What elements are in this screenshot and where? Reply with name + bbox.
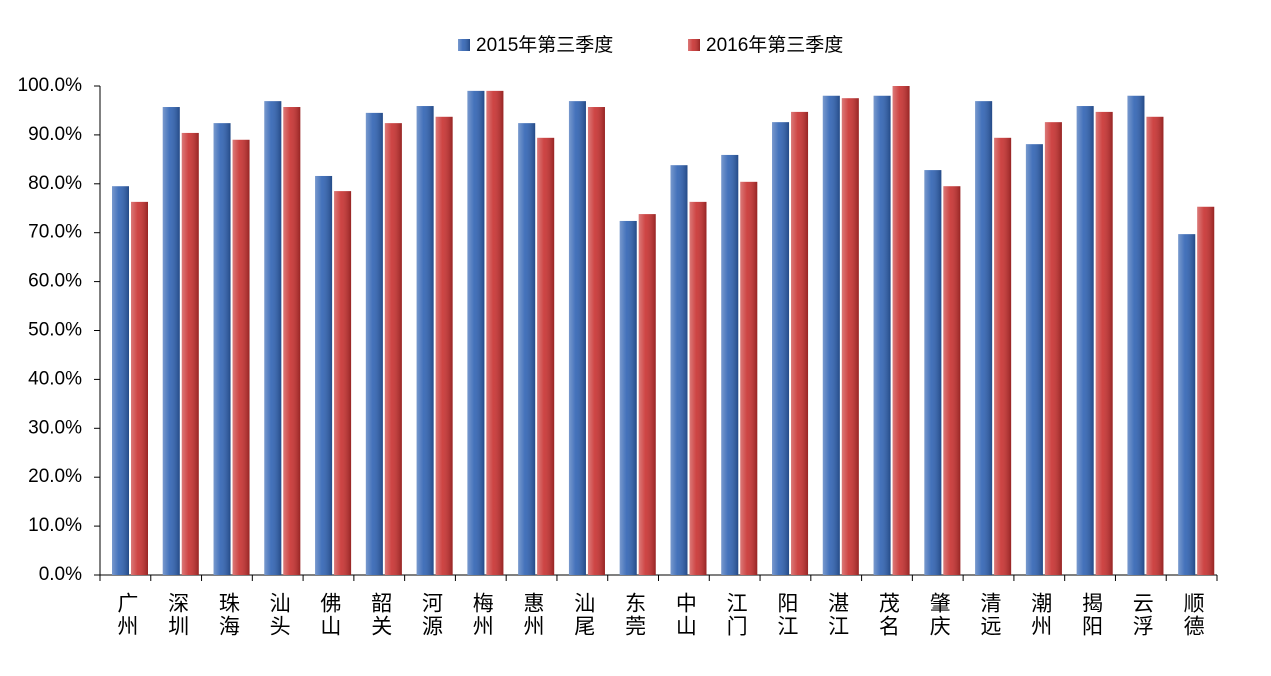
x-tick-label: 东莞 [623, 592, 647, 638]
bar-shine [994, 137, 1012, 576]
x-tick-label: 佛山 [318, 592, 342, 638]
bar-shine [181, 132, 199, 575]
x-tick-label: 珠海 [216, 592, 240, 638]
legend-label: 2015年第三季度 [476, 34, 613, 56]
bar-shine [638, 214, 656, 576]
bar-shine [112, 186, 129, 575]
y-tick-label: 20.0% [28, 466, 82, 487]
legend-shine [458, 39, 470, 51]
bar-shine [162, 107, 180, 575]
x-tick-label: 茂名 [876, 592, 900, 638]
bar-shine [892, 86, 910, 575]
bar-shine [486, 90, 504, 575]
bar-shine [1127, 95, 1145, 575]
bar-shine [841, 98, 859, 575]
bar-shine [384, 123, 402, 575]
y-tick-label: 70.0% [28, 222, 82, 243]
legend-label: 2016年第三季度 [706, 34, 843, 56]
x-tick-label: 惠州 [521, 592, 545, 638]
y-tick-label: 40.0% [28, 368, 82, 389]
bar-shine [537, 137, 555, 576]
bar-shine [416, 106, 434, 575]
y-tick-label: 10.0% [28, 515, 82, 536]
x-tick-label: 深圳 [166, 592, 190, 638]
bar-shine [791, 111, 809, 576]
bar-shine [467, 90, 485, 575]
bar-shine [1076, 106, 1094, 575]
bar-shine [435, 116, 453, 575]
x-tick-label: 顺德 [1181, 592, 1205, 638]
bar-shine [1025, 144, 1043, 576]
bar-shine [822, 95, 840, 575]
bar-shine [568, 101, 586, 575]
x-tick-label: 湛江 [826, 592, 850, 638]
y-tick-label: 100.0% [18, 75, 83, 96]
x-tick-label: 中山 [673, 592, 696, 638]
bar-shine [1197, 206, 1215, 575]
bar-shine [518, 123, 536, 575]
bar-shine [689, 201, 707, 575]
y-tick-label: 80.0% [28, 173, 82, 194]
x-tick-label: 清远 [978, 592, 1002, 638]
x-tick-label: 汕尾 [572, 592, 596, 638]
y-tick-label: 50.0% [28, 320, 82, 341]
bar-shine [740, 181, 758, 575]
x-tick-label: 潮州 [1029, 592, 1053, 638]
bar-shine [131, 201, 148, 575]
bar-shine [264, 101, 282, 575]
bar-shine [943, 186, 961, 575]
y-tick-label: 0.0% [39, 564, 82, 585]
bar-shine [873, 95, 891, 575]
bar-shine [975, 101, 993, 575]
x-tick-label: 韶关 [369, 592, 393, 638]
bar-shine [1095, 111, 1113, 576]
bar-shine [315, 175, 333, 575]
x-tick-label: 河源 [419, 592, 443, 638]
x-tick-label: 云浮 [1130, 592, 1154, 638]
bar-shine [670, 165, 688, 575]
x-tick-label: 肇庆 [927, 592, 951, 638]
bar-shine [1044, 122, 1062, 575]
x-tick-label: 汕头 [267, 592, 291, 638]
bar-shine [924, 170, 942, 575]
bar-shine [213, 123, 231, 575]
x-tick-label: 阳江 [775, 592, 799, 638]
bar-shine [721, 154, 739, 575]
bar-shine [365, 112, 383, 576]
y-tick-label: 90.0% [28, 124, 82, 145]
bar-shine [772, 122, 790, 575]
bar-shine [283, 107, 301, 575]
x-tick-label: 揭阳 [1080, 592, 1104, 638]
bar-shine [232, 139, 250, 576]
bar-shine [587, 107, 605, 575]
bar-shine [619, 220, 637, 576]
bar-shine [1146, 116, 1164, 575]
x-tick-label: 江门 [724, 592, 748, 638]
y-tick-label: 60.0% [28, 271, 82, 292]
legend-shine [688, 39, 700, 51]
bar-shine [334, 191, 352, 575]
y-tick-label: 30.0% [28, 417, 82, 438]
x-tick-label: 广州 [115, 592, 138, 638]
bar-shine [1178, 234, 1196, 576]
x-tick-label: 梅州 [470, 592, 494, 638]
